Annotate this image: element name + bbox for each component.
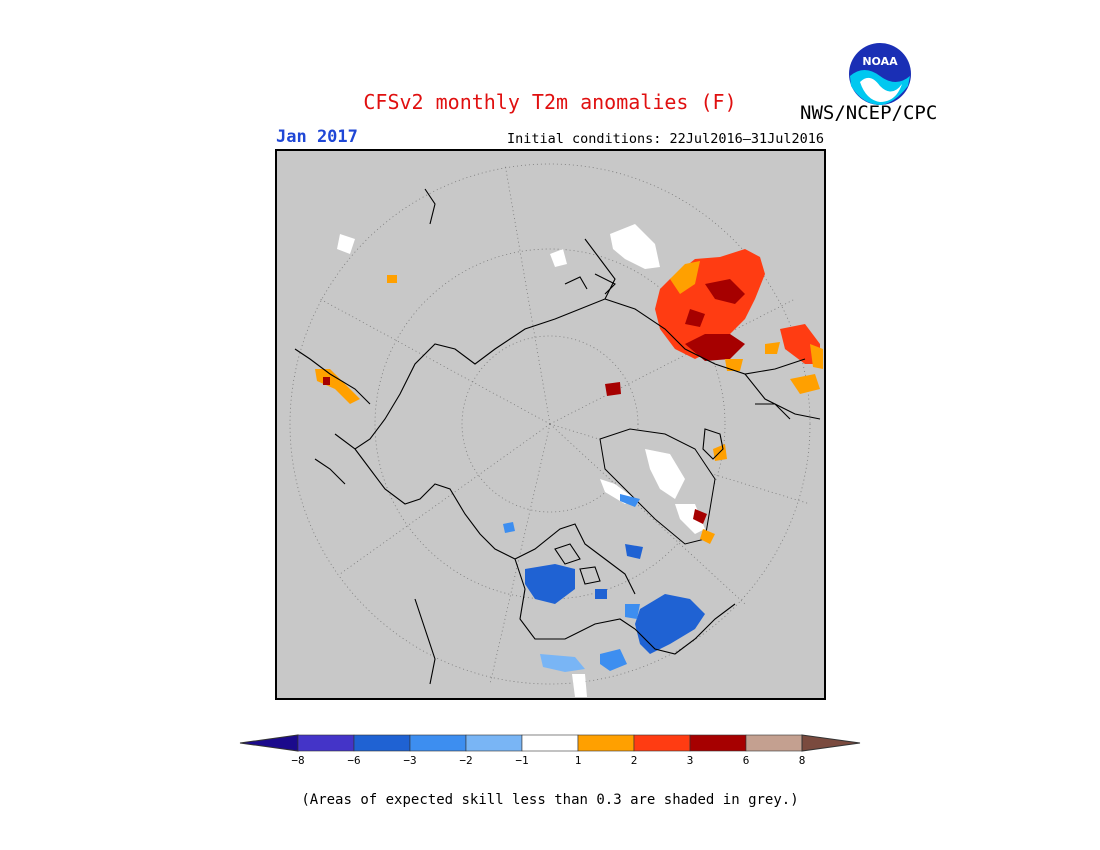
legend-swatch--1_to_1 — [521, 734, 579, 752]
cold-anomaly-north-america — [503, 522, 705, 697]
organization-label: NWS/NCEP/CPC — [800, 102, 938, 124]
legend-tick-label: 8 — [799, 754, 806, 767]
legend-swatch--6_to_-3 — [353, 734, 411, 752]
noaa-logo: NOAA — [849, 43, 911, 105]
legend-tick-label: 1 — [575, 754, 582, 767]
footnote: (Areas of expected skill less than 0.3 a… — [301, 792, 799, 808]
legend-arrow-above — [801, 734, 861, 752]
legend-tick-label: −3 — [403, 754, 416, 767]
warm-anomaly-eurasia — [655, 249, 823, 394]
polar-anomaly-map — [275, 149, 826, 700]
legend-tick-label: −2 — [459, 754, 472, 767]
coastlines — [294, 188, 821, 685]
legend-tick-label: 6 — [743, 754, 750, 767]
legend-tick-label: 3 — [687, 754, 694, 767]
legend-tick-label: −6 — [347, 754, 360, 767]
legend-swatch-3_to_6 — [689, 734, 747, 752]
legend-swatch-1_to_2 — [577, 734, 635, 752]
legend-swatch-lt_-6 — [297, 734, 355, 752]
color-legend: −8 −6 −3 −2 −1 1 2 3 6 8 — [239, 734, 861, 767]
legend-swatch--3_to_-2 — [409, 734, 467, 752]
legend-tick-label: 2 — [631, 754, 638, 767]
legend-swatch--2_to_-1 — [465, 734, 523, 752]
legend-swatch-2_to_3 — [633, 734, 691, 752]
legend-arrow-below — [239, 734, 299, 752]
legend-tick-label: −1 — [515, 754, 528, 767]
map-title: CFSv2 monthly T2m anomalies (F) — [363, 90, 737, 114]
legend-swatch-6_to_8 — [745, 734, 803, 752]
initial-conditions-label: Initial conditions: 22Jul2016–31Jul2016 — [507, 131, 824, 147]
noaa-logo-text: NOAA — [862, 55, 898, 68]
legend-tick-label: −8 — [291, 754, 304, 767]
target-month-label: Jan 2017 — [276, 127, 358, 147]
